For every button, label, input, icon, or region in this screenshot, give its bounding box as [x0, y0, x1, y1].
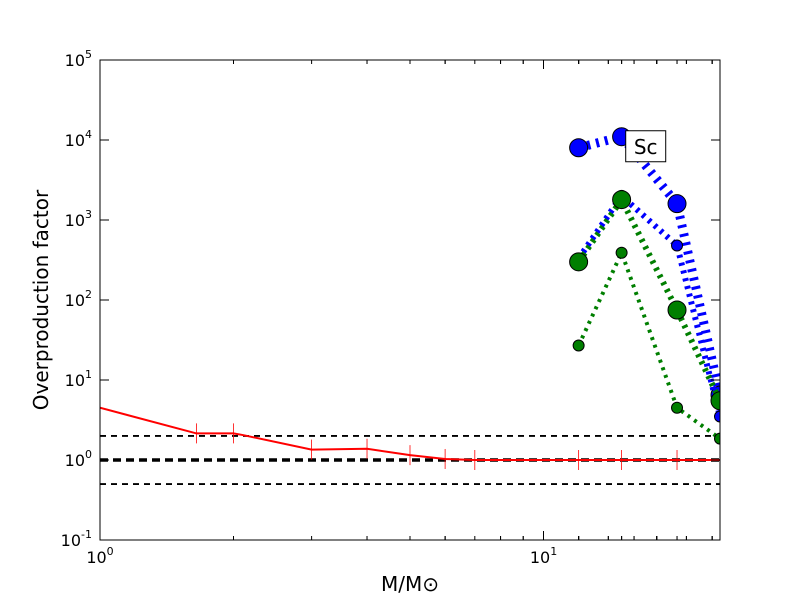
series-line-4	[576, 247, 720, 441]
y-tick-label-5: 104	[65, 128, 92, 150]
series-line-3	[576, 193, 720, 403]
y-tick-label-0: 10-1	[61, 528, 92, 550]
x-tick-label-0: 100	[86, 545, 113, 567]
series-point-3-2	[667, 300, 687, 320]
series-layer	[100, 127, 720, 470]
x-tick-label-1: 101	[530, 545, 557, 567]
y-axis-title: Overproduction factor	[29, 189, 53, 410]
series-point-2-2	[671, 239, 684, 252]
series-point-4-1	[615, 246, 628, 259]
y-tick-label-2: 101	[65, 368, 92, 390]
series-point-3-3	[710, 391, 720, 411]
series-point-3-0	[569, 252, 589, 272]
annotation-label: Sc	[634, 135, 658, 159]
series-point-2-3	[714, 410, 720, 423]
series-line-2	[576, 191, 720, 418]
y-tick-label-1: 100	[65, 448, 92, 470]
y-tick-label-6: 105	[65, 48, 92, 70]
annotation-box	[625, 130, 667, 163]
y-tick-label-4: 103	[65, 208, 92, 230]
series-point-4-2	[671, 401, 684, 414]
series-point-1-2	[667, 194, 687, 214]
series-point-4-3	[714, 432, 720, 445]
y-tick-label-3: 102	[65, 288, 92, 310]
x-axis-title: M/M⊙	[381, 572, 439, 596]
reference-lines	[100, 435, 720, 485]
series-point-1-0	[569, 138, 589, 158]
series-point-3-1	[612, 190, 632, 210]
sc-annotation: Sc	[625, 130, 667, 163]
series-point-4-0	[572, 339, 585, 352]
